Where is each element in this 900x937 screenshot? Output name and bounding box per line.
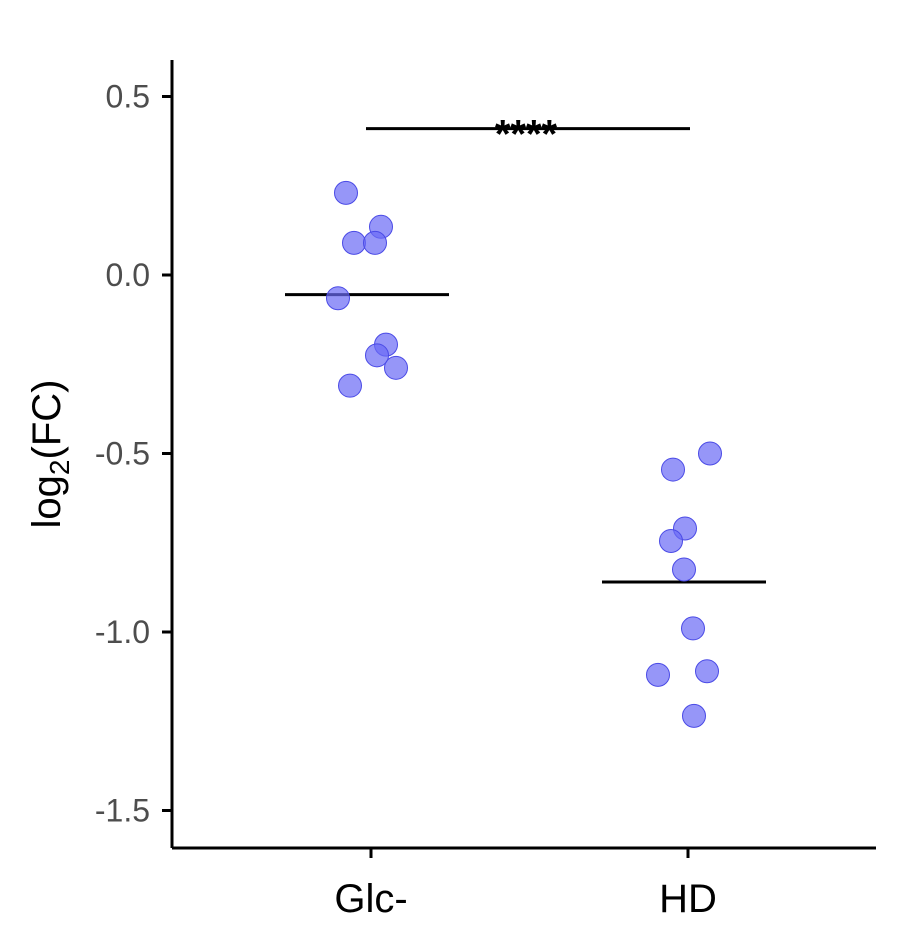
data-point <box>682 703 706 728</box>
y-tick-label: -0.5 <box>95 436 150 472</box>
data-point <box>661 457 685 482</box>
y-axis-title-subscript: 2 <box>44 460 75 476</box>
y-ticks: -1.5 -1.0 -0.5 0.0 0.5 <box>95 79 172 829</box>
data-point <box>365 343 389 368</box>
significance-label: **** <box>495 113 558 157</box>
x-tick-label: HD <box>659 877 717 921</box>
y-axis-title-rest: (FC) <box>25 380 69 460</box>
x-tick-label: Glc- <box>334 877 407 921</box>
data-point <box>334 180 358 205</box>
data-point <box>363 230 387 255</box>
data-point <box>672 557 696 582</box>
data-point <box>646 662 670 687</box>
data-point <box>326 286 350 311</box>
y-tick-label: 0.5 <box>106 79 150 115</box>
significance-annotation: **** <box>366 113 690 157</box>
data-point <box>698 441 722 466</box>
data-point <box>659 528 683 553</box>
y-tick-label: 0.0 <box>106 257 150 293</box>
data-points <box>326 180 722 728</box>
data-point <box>681 616 705 641</box>
x-ticks: Glc- HD <box>334 848 717 921</box>
y-axis-title: log2(FC) <box>25 380 75 529</box>
y-tick-label: -1.5 <box>95 793 150 829</box>
data-point <box>384 355 408 380</box>
data-point <box>695 659 719 684</box>
mean-lines <box>285 293 766 584</box>
data-point <box>342 230 366 255</box>
axes <box>170 60 876 850</box>
y-tick-label: -1.0 <box>95 614 150 650</box>
data-point <box>338 373 362 398</box>
